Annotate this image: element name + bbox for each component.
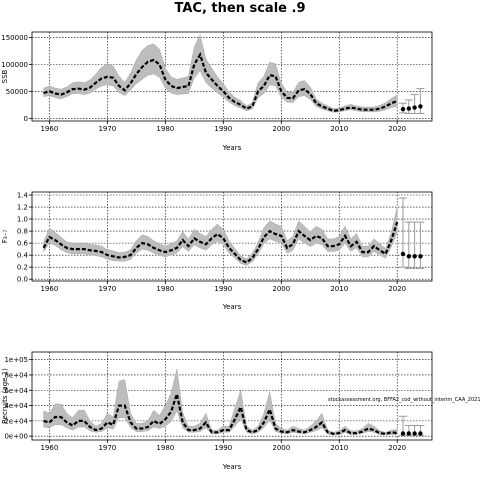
forecast-interval [399, 415, 408, 436]
x-axis-label: Years [222, 144, 242, 152]
forecast-point [400, 251, 406, 257]
x-tick-label: 1960 [40, 444, 58, 452]
y-tick-label: 0.8 [17, 228, 28, 236]
watermark-text: stockassessment.org, BFFA2_cod_without_i… [328, 397, 480, 403]
panel-3: 1960 1970 1980 1990 2000 2010 2020 0e+00 2e+04 4e… [1, 351, 433, 471]
confidence-band [43, 34, 398, 113]
plot-frame [31, 351, 433, 441]
x-tick-label: 2000 [272, 444, 290, 452]
x-tick-label: 2010 [330, 285, 348, 293]
y-tick-label: 1e+05 [4, 356, 28, 364]
x-tick-label: 2000 [272, 285, 290, 293]
y-tick-label: 8e+04 [4, 371, 28, 379]
y-tick-label: 0e+00 [4, 433, 28, 441]
forecast-interval [399, 197, 408, 268]
chart-title: TAC, then scale .9 [174, 1, 306, 16]
x-tick-label: 1970 [98, 285, 116, 293]
forecast-interval [416, 221, 425, 269]
x-tick-label: 2020 [388, 125, 406, 133]
y-tick-label: 150000 [1, 34, 28, 42]
y-tick-label: 4e+04 [4, 402, 28, 410]
x-tick-label: 1980 [156, 125, 174, 133]
panel-1: 1960 1970 1980 1990 2000 2010 2020 0 50000 100000… [1, 31, 433, 152]
panel-2: 1960 1970 1980 1990 2000 2010 2020 0.0 0.2 0.4 0.6… [1, 191, 433, 311]
x-tick-label: 1980 [156, 285, 174, 293]
y-tick-label: 0.4 [17, 252, 29, 260]
forecast-point [418, 104, 423, 109]
y-tick-label: 0 [24, 115, 28, 123]
forecast-point [412, 105, 417, 110]
y-tick-label: 6e+04 [4, 387, 28, 395]
confidence-band [43, 368, 398, 435]
forecast-point [406, 431, 412, 436]
forecast-point [412, 254, 417, 259]
forecast-interval [410, 424, 419, 436]
x-tick-label: 1980 [156, 444, 174, 452]
x-tick-label: 2000 [272, 125, 290, 133]
forecast-interval [404, 221, 413, 269]
y-tick-label: 100000 [1, 61, 28, 69]
forecast-interval [416, 88, 425, 114]
y-axis-label: SSB [1, 69, 9, 83]
y-tick-label: 2e+04 [4, 417, 28, 425]
y-tick-label: 1.2 [17, 204, 28, 212]
x-tick-label: 2010 [330, 125, 348, 133]
x-axis-label: Years [222, 463, 242, 471]
x-tick-label: 1990 [214, 285, 232, 293]
plot-frame [31, 31, 433, 122]
x-tick-label: 2020 [388, 285, 406, 293]
forecast-point [418, 254, 423, 259]
y-axis-label: F₃₋₇ [1, 230, 9, 244]
x-tick-label: 1960 [40, 285, 58, 293]
forecast-point [400, 106, 406, 112]
forecast-point [406, 106, 412, 111]
x-tick-label: 2020 [388, 444, 406, 452]
x-axis-label: Years [222, 303, 242, 311]
estimate-line [43, 389, 398, 436]
estimate-line [42, 221, 399, 264]
forecast-point [406, 254, 412, 259]
y-tick-label: 1.0 [17, 216, 28, 224]
y-tick-label: 1.4 [17, 192, 29, 200]
forecast-interval [410, 221, 419, 269]
plot-frame [31, 191, 433, 282]
x-tick-label: 1960 [40, 125, 58, 133]
y-tick-label: 0.2 [17, 264, 28, 272]
forecast-interval [404, 99, 413, 114]
forecast-point [418, 431, 423, 436]
forecast-point [400, 431, 406, 436]
x-tick-label: 2010 [330, 444, 348, 452]
forecast-interval [404, 424, 413, 436]
forecast-interval [410, 94, 419, 114]
x-tick-label: 1990 [214, 125, 232, 133]
x-tick-label: 1990 [214, 444, 232, 452]
y-tick-label: 0.6 [17, 240, 29, 248]
y-axis-label: Recruits (age 1) [1, 368, 9, 424]
x-tick-label: 1970 [98, 444, 116, 452]
forecast-point [412, 431, 417, 436]
estimate-line [43, 52, 398, 112]
forecast-interval [416, 424, 425, 436]
y-tick-label: 50000 [6, 88, 28, 96]
forecast-interval [399, 102, 408, 114]
x-tick-label: 1970 [98, 125, 116, 133]
y-tick-label: 0.0 [17, 276, 28, 284]
